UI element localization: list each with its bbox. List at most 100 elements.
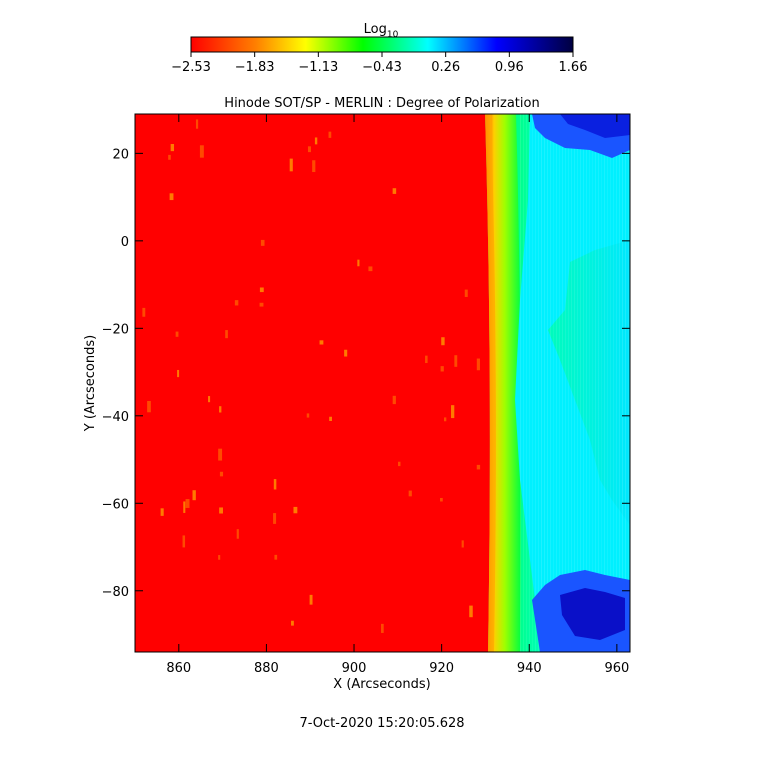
speckle <box>451 405 455 419</box>
texture-stripe <box>622 114 623 652</box>
texture-stripe <box>526 114 527 652</box>
chart-title: Hinode SOT/SP - MERLIN : Degree of Polar… <box>224 96 539 111</box>
y-tick-label: −40 <box>102 410 129 425</box>
speckle <box>319 340 324 345</box>
texture-stripe <box>550 114 551 652</box>
heatmap-image <box>135 114 630 652</box>
texture-stripe <box>538 114 539 652</box>
speckle <box>381 623 384 633</box>
speckle <box>344 349 348 357</box>
texture-stripe <box>598 114 599 652</box>
texture-stripe <box>562 114 563 652</box>
speckle <box>454 355 458 367</box>
texture-stripe <box>592 114 593 652</box>
offlimb-texture <box>520 114 629 652</box>
y-tick-label: 0 <box>121 235 129 250</box>
speckle <box>168 154 171 160</box>
texture-stripe <box>616 114 617 652</box>
texture-stripe <box>529 114 530 652</box>
colorbar-tick-label: 1.66 <box>559 60 588 75</box>
texture-stripe <box>613 114 614 652</box>
colorbar-tick-label: −1.13 <box>298 60 338 75</box>
y-tick-label: −20 <box>102 322 129 337</box>
speckle <box>357 259 360 267</box>
colorbar <box>190 36 574 53</box>
speckle <box>192 490 196 501</box>
x-tick-label: 900 <box>342 661 367 676</box>
speckle <box>236 529 239 539</box>
texture-stripe <box>520 114 521 652</box>
speckle <box>259 302 264 307</box>
speckle <box>219 507 223 514</box>
speckle <box>398 461 401 467</box>
speckle <box>312 160 316 173</box>
speckle <box>218 555 221 560</box>
speckle <box>183 501 186 513</box>
speckle <box>259 287 264 293</box>
speckle <box>306 413 310 418</box>
texture-stripe <box>565 114 566 652</box>
speckle <box>441 337 445 346</box>
speckle <box>234 300 239 306</box>
texture-stripe <box>547 114 548 652</box>
texture-stripe <box>607 114 608 652</box>
x-axis: 860 880 900 920 940 960 <box>166 114 629 676</box>
speckle <box>476 358 480 371</box>
speckle <box>293 506 298 514</box>
speckle <box>328 131 332 138</box>
texture-stripe <box>553 114 554 652</box>
speckle <box>195 119 199 129</box>
speckle <box>392 188 397 194</box>
speckle <box>309 594 313 605</box>
speckle <box>368 266 373 272</box>
x-axis-label: X (Arcseconds) <box>333 677 430 692</box>
speckle <box>469 605 473 618</box>
texture-stripe <box>610 114 611 652</box>
colorbar-tick-label: −1.83 <box>235 60 275 75</box>
speckle <box>444 417 447 422</box>
texture-stripe <box>532 114 533 652</box>
texture-stripe <box>604 114 605 652</box>
disk-speckles <box>142 119 481 633</box>
y-tick-label: −80 <box>102 585 129 600</box>
colorbar-tick-label: −0.43 <box>362 60 402 75</box>
speckle <box>169 193 174 201</box>
speckle <box>314 137 318 145</box>
texture-stripe <box>544 114 545 652</box>
speckle <box>440 497 443 502</box>
texture-stripe <box>523 114 524 652</box>
texture-stripe <box>535 114 536 652</box>
colorbar-label: Log10 <box>364 22 399 40</box>
speckle <box>260 239 265 246</box>
speckle <box>160 508 164 516</box>
speckle <box>218 448 223 461</box>
speckle <box>329 416 332 421</box>
x-tick-label: 880 <box>254 661 279 676</box>
limb-edge <box>485 114 496 652</box>
speckle <box>182 535 186 548</box>
offlimb-cyan-region <box>515 114 630 652</box>
speckle <box>219 471 224 477</box>
texture-stripe <box>580 114 581 652</box>
offlimb-blue-bottom-inner <box>560 588 625 640</box>
texture-stripe <box>556 114 557 652</box>
texture-stripe <box>625 114 626 652</box>
texture-stripe <box>568 114 569 652</box>
speckle <box>142 307 146 317</box>
speckle <box>408 490 412 497</box>
speckle <box>289 158 293 172</box>
speckle <box>177 369 180 378</box>
plot-frame <box>134 113 631 653</box>
texture-stripe <box>601 114 602 652</box>
x-tick-label: 960 <box>604 661 629 676</box>
colorbar-tick-label: −2.53 <box>171 60 211 75</box>
texture-stripe <box>586 114 587 652</box>
speckle <box>273 479 277 490</box>
y-tick-label: 20 <box>112 147 129 162</box>
speckle <box>147 400 151 413</box>
speckle <box>440 366 444 372</box>
speckle <box>274 554 278 560</box>
speckle <box>307 146 311 153</box>
speckle <box>392 395 396 405</box>
